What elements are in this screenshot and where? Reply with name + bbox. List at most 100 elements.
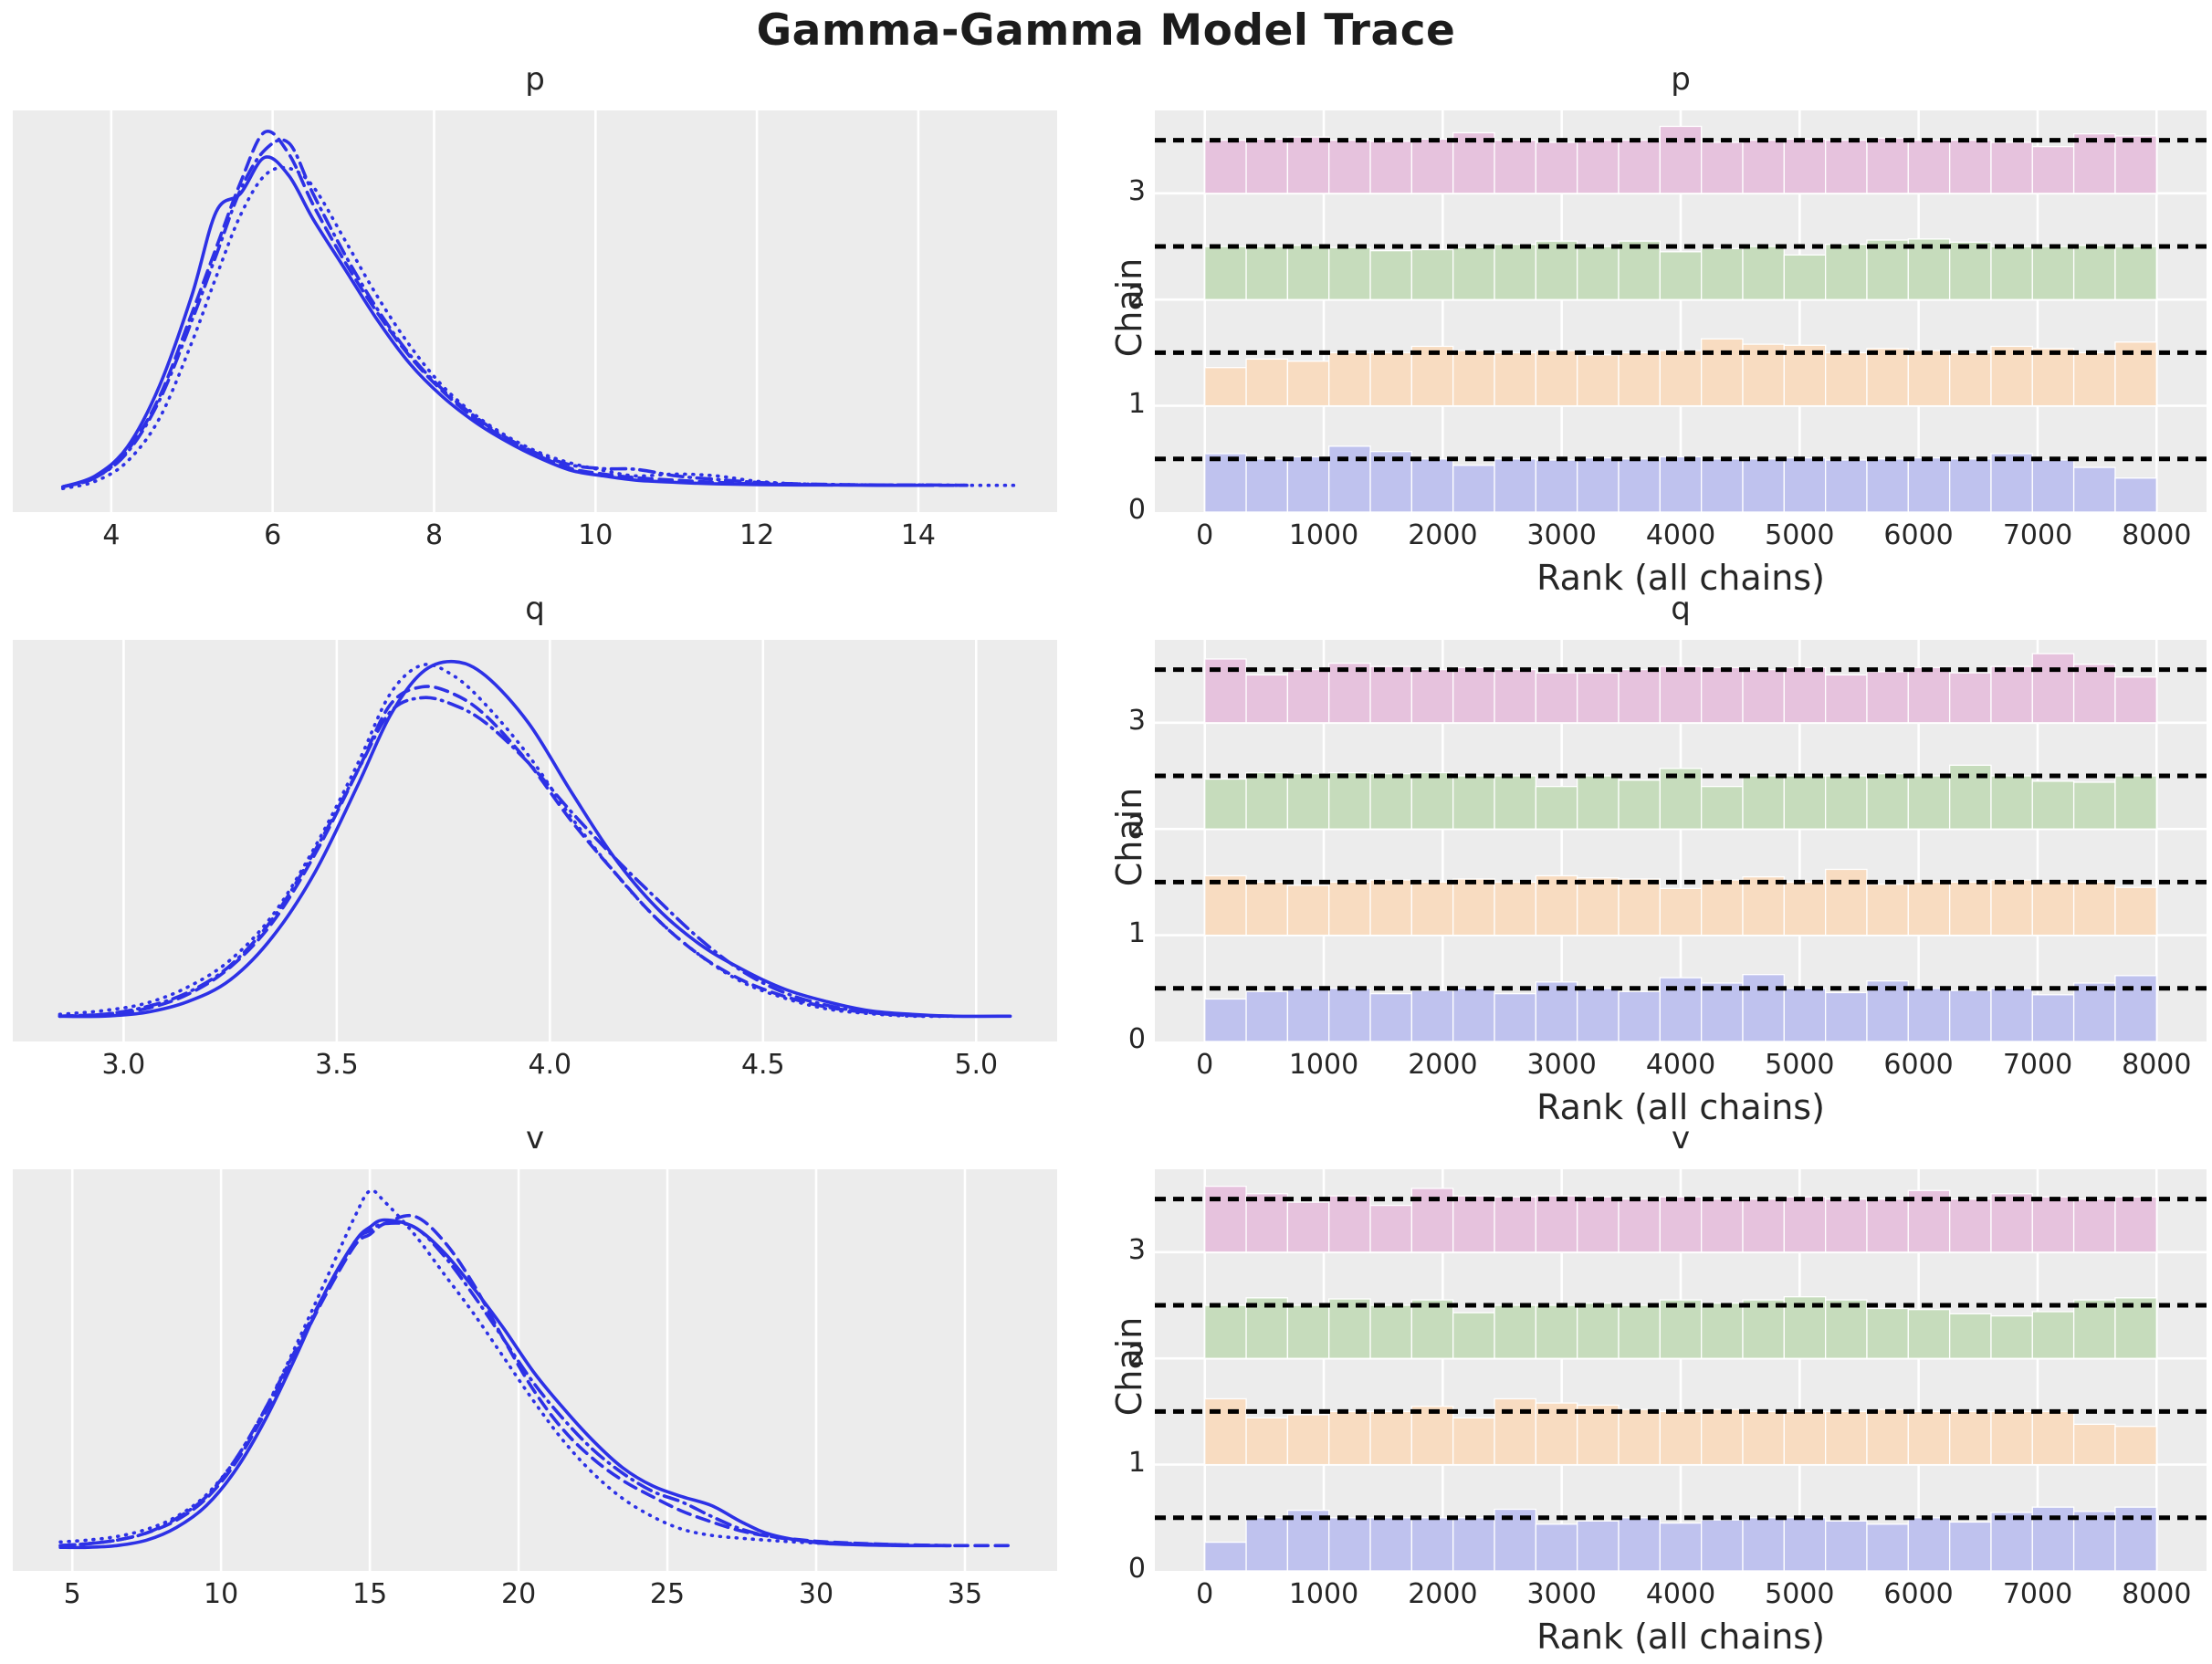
kde-curve-chain-1 (58, 1213, 1012, 1548)
x-tick-label: 2000 (1408, 519, 1478, 551)
q-density-plot (13, 640, 1057, 1041)
rank-bars-chain-2 (1204, 764, 2157, 830)
x-tick-label: 14 (900, 519, 936, 551)
x-tick-label: 10 (204, 1578, 239, 1610)
y-tick-label: 2 (1127, 281, 1146, 314)
rank-bars-chain-1 (1204, 1397, 2157, 1466)
x-tick-label: 2000 (1408, 1578, 1478, 1610)
x-tick-label: 5.0 (954, 1049, 999, 1081)
x-tick-label: 5000 (1765, 1049, 1835, 1081)
x-axis-label: Rank (all chains) (1536, 1087, 1825, 1127)
x-tick-label: 5000 (1765, 519, 1835, 551)
x-tick-label: 8 (425, 519, 444, 551)
x-tick-label: 4000 (1645, 1578, 1716, 1610)
x-tick-label: 3.0 (101, 1049, 146, 1081)
subplot-q-rank: q 0 1000 2000 3000 4000 5000 6000 7000 8000 0 1 2 3 R… (1109, 591, 2207, 1127)
q-rank-plot (1155, 640, 2207, 1042)
x-tick-label: 4.0 (528, 1049, 572, 1081)
y-axis-label-chain: Chain (1109, 257, 1149, 358)
x-tick-label: 15 (352, 1578, 388, 1610)
x-tick-label: 7000 (2002, 1049, 2073, 1081)
x-tick-label: 5000 (1765, 1578, 1835, 1610)
p-density-plot (13, 110, 1057, 512)
y-tick-label: 0 (1127, 494, 1146, 526)
x-axis-label: Rank (all chains) (1536, 558, 1825, 598)
subplot-q-rank-title: q (1671, 591, 1691, 627)
x-tick-label: 3000 (1526, 519, 1597, 551)
subplot-v-density-title: v (525, 1120, 545, 1156)
x-tick-label: 30 (798, 1578, 834, 1610)
x-tick-label: 5 (63, 1578, 81, 1610)
x-tick-label: 35 (947, 1578, 983, 1610)
y-tick-label: 1 (1127, 387, 1146, 420)
kde-curve-chain-0 (58, 659, 1012, 1019)
kde-curve-chain-2 (61, 165, 1017, 490)
rank-bars-chain-2 (1204, 1296, 2157, 1359)
y-axis-label-chain: Chain (1109, 787, 1149, 887)
x-tick-label: 3000 (1526, 1578, 1597, 1610)
rank-bars-chain-3 (1204, 1185, 2157, 1253)
x-tick-label: 0 (1196, 1049, 1214, 1081)
x-tick-label: 25 (649, 1578, 686, 1610)
kde-curve-chain-2 (58, 663, 957, 1019)
x-tick-label: 7000 (2002, 519, 2073, 551)
x-tick-label: 6000 (1883, 1049, 1954, 1081)
x-tick-label: 4 (102, 519, 121, 551)
y-axis-label-chain: Chain (1109, 1316, 1149, 1417)
x-tick-label: 8000 (2122, 519, 2192, 551)
x-tick-label: 4000 (1645, 519, 1716, 551)
subplot-v-rank: v 0 1000 2000 3000 4000 5000 6000 7000 8000 0 1 2 3 R… (1109, 1120, 2207, 1657)
kde-curve-chain-3 (61, 138, 969, 489)
x-tick-label: 2000 (1408, 1049, 1478, 1081)
x-tick-label: 6 (264, 519, 282, 551)
v-density-plot (13, 1169, 1057, 1571)
rank-bars-chain-0 (1204, 974, 2157, 1042)
subplot-v-density: v 5 10 15 20 25 30 35 (13, 1120, 1057, 1609)
subplot-p-density-title: p (525, 61, 545, 98)
x-tick-label: 7000 (2002, 1578, 2073, 1610)
y-tick-label: 3 (1127, 174, 1146, 207)
subplot-p-rank: p 0 1000 2000 3000 4000 5000 6000 7000 8000 0 1 2 3 R… (1109, 61, 2207, 598)
x-tick-label: 10 (578, 519, 613, 551)
x-tick-label: 1000 (1288, 1049, 1359, 1081)
v-rank-plot (1155, 1169, 2207, 1572)
kde-curve-chain-3 (58, 696, 957, 1019)
kde-curve-chain-3 (58, 1221, 952, 1548)
y-tick-label: 1 (1127, 1446, 1146, 1479)
kde-curve-chain-0 (58, 1218, 952, 1550)
subplot-q-density: q 3.0 3.5 4.0 4.5 5.0 (13, 591, 1057, 1080)
y-tick-label: 3 (1127, 1233, 1146, 1266)
y-tick-label: 0 (1127, 1553, 1146, 1585)
x-tick-label: 4.5 (740, 1049, 785, 1081)
rank-bars-chain-3 (1204, 653, 2157, 724)
rank-bars-chain-3 (1204, 125, 2157, 194)
x-tick-label: 6000 (1883, 1578, 1954, 1610)
x-tick-label: 8000 (2122, 1578, 2192, 1610)
x-tick-label: 20 (501, 1578, 537, 1610)
x-tick-label: 3000 (1526, 1049, 1597, 1081)
y-tick-label: 1 (1127, 916, 1146, 949)
x-tick-label: 3.5 (315, 1049, 359, 1081)
x-axis-label: Rank (all chains) (1536, 1617, 1825, 1657)
rank-bars-chain-1 (1204, 868, 2157, 937)
y-tick-label: 2 (1127, 1340, 1146, 1373)
x-tick-label: 12 (739, 519, 775, 551)
rank-bars-chain-2 (1204, 238, 2157, 300)
y-tick-label: 3 (1127, 704, 1146, 737)
x-tick-label: 8000 (2122, 1049, 2192, 1081)
x-tick-label: 1000 (1288, 1578, 1359, 1610)
x-tick-label: 6000 (1883, 519, 1954, 551)
y-tick-label: 0 (1127, 1023, 1146, 1055)
p-rank-plot (1155, 110, 2207, 513)
x-tick-label: 0 (1196, 519, 1214, 551)
subplot-v-rank-title: v (1671, 1120, 1691, 1156)
x-tick-label: 4000 (1645, 1049, 1716, 1081)
subplot-p-rank-title: p (1671, 61, 1691, 98)
subplot-p-density: p 4 6 8 10 12 14 (13, 61, 1057, 550)
rank-bars-chain-0 (1204, 445, 2157, 513)
figure-title: Gamma-Gamma Model Trace (756, 5, 1456, 56)
subplot-q-density-title: q (525, 591, 545, 627)
x-tick-label: 1000 (1288, 519, 1359, 551)
x-tick-label: 0 (1196, 1578, 1214, 1610)
